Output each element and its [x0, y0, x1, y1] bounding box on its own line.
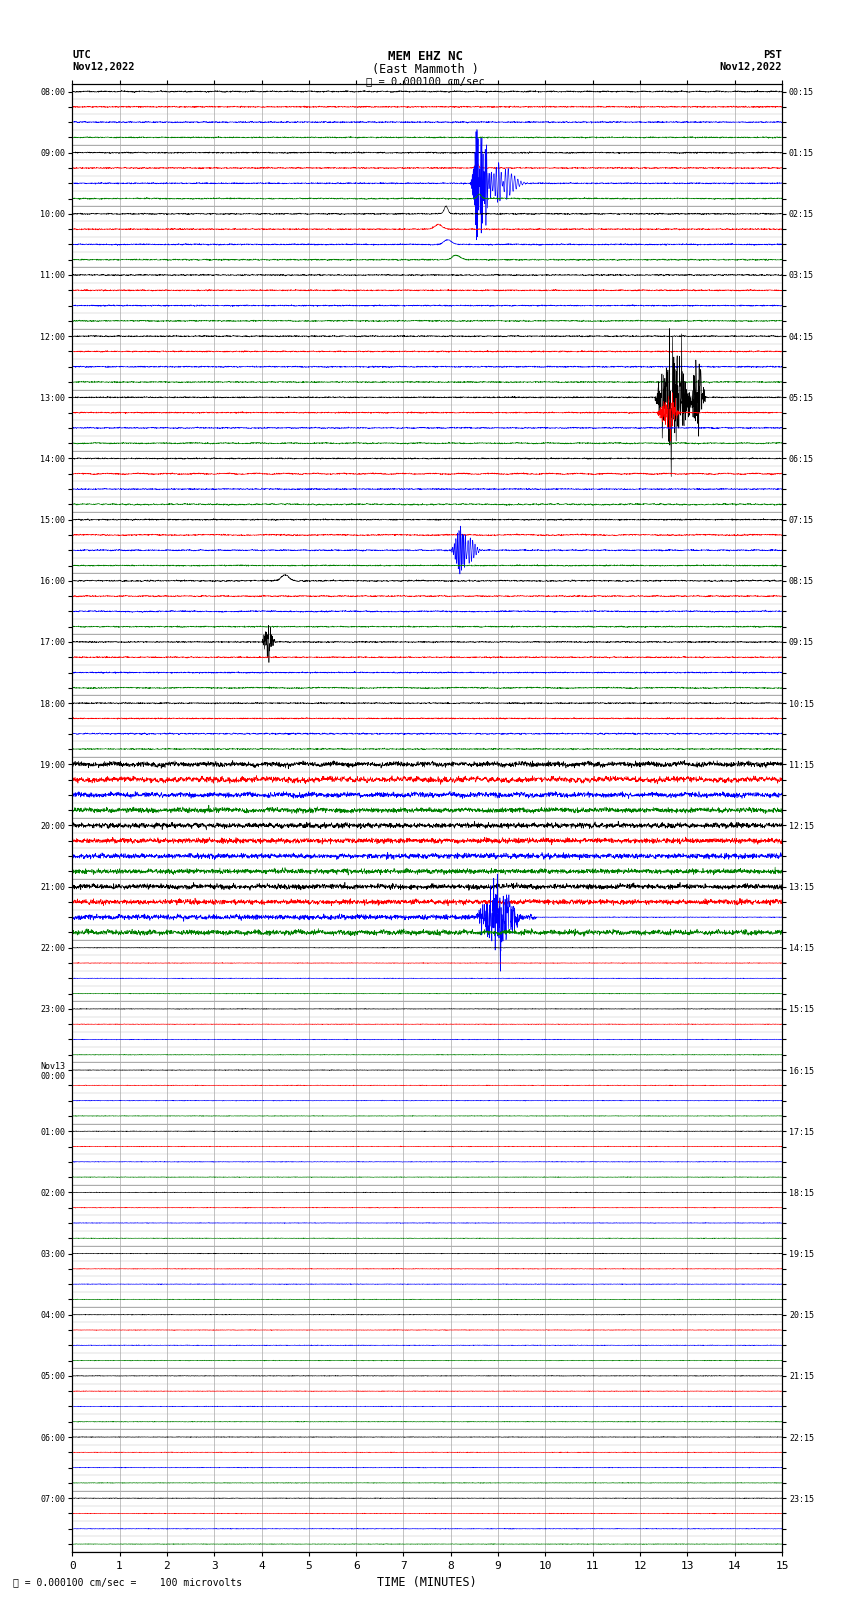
Text: ⎸ = 0.000100 cm/sec: ⎸ = 0.000100 cm/sec: [366, 76, 484, 85]
Text: PST
Nov12,2022: PST Nov12,2022: [719, 50, 782, 71]
X-axis label: TIME (MINUTES): TIME (MINUTES): [377, 1576, 477, 1589]
Text: UTC
Nov12,2022: UTC Nov12,2022: [72, 50, 135, 71]
Text: ⎸ = 0.000100 cm/sec =    100 microvolts: ⎸ = 0.000100 cm/sec = 100 microvolts: [13, 1578, 242, 1587]
Text: (East Mammoth ): (East Mammoth ): [371, 63, 479, 76]
Text: MEM EHZ NC: MEM EHZ NC: [388, 50, 462, 63]
